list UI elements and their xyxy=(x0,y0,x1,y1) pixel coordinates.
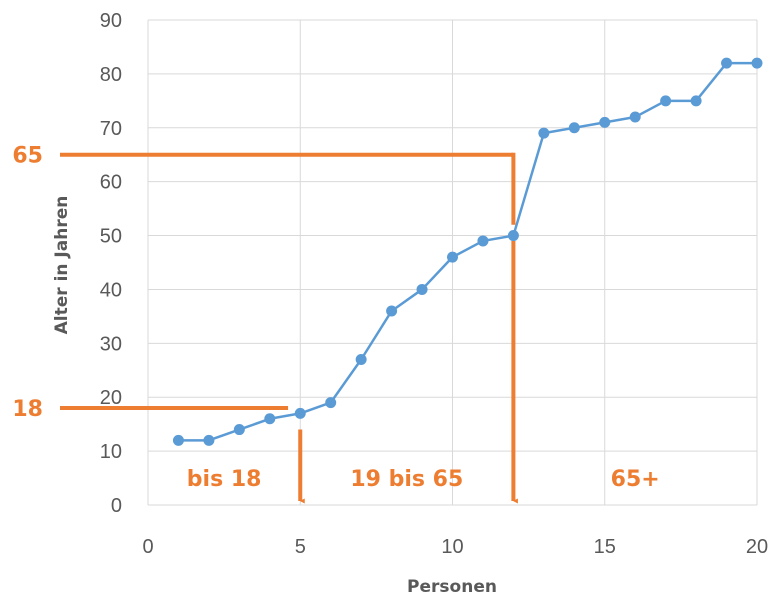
y-tick-label: 80 xyxy=(100,64,122,86)
series-line xyxy=(178,61,757,442)
data-point xyxy=(477,235,489,247)
x-tick-label: 20 xyxy=(746,536,768,558)
data-point xyxy=(751,57,763,69)
data-point xyxy=(264,413,276,425)
data-point xyxy=(325,397,337,409)
data-point xyxy=(172,434,184,446)
group-label: 19 bis 65 xyxy=(350,467,463,492)
data-point xyxy=(294,407,306,419)
y-tick-label: 90 xyxy=(100,10,122,32)
y-tick-label: 50 xyxy=(100,226,122,248)
data-point xyxy=(355,354,367,365)
data-point xyxy=(203,434,215,446)
y-tick-label: 70 xyxy=(100,118,122,140)
data-point xyxy=(690,95,702,107)
x-tick-label: 10 xyxy=(441,536,463,558)
y-tick-label: 60 xyxy=(100,172,122,194)
group-label: 65+ xyxy=(611,467,660,492)
y-tick-label: 40 xyxy=(100,279,122,301)
x-axis-title: Personen xyxy=(407,577,497,597)
data-point xyxy=(447,251,458,263)
y-tick-label: 0 xyxy=(111,495,122,517)
data-point xyxy=(233,424,245,436)
data-point xyxy=(599,116,611,128)
y-tick-label: 10 xyxy=(100,441,122,463)
x-tick-label: 15 xyxy=(594,536,616,558)
data-point xyxy=(538,127,550,139)
annotation-layer: 65 18 bis 18 19 bis 65 65+ xyxy=(12,144,660,504)
data-point xyxy=(660,95,672,107)
data-point xyxy=(721,57,733,69)
data-point xyxy=(416,283,428,295)
threshold-label: 65 xyxy=(12,144,43,169)
data-point xyxy=(507,230,519,242)
tick-labels: 0 10 20 30 40 50 60 70 80 90 0 5 10 15 20 xyxy=(100,10,768,558)
threshold-label: 18 xyxy=(12,397,43,422)
y-tick-label: 30 xyxy=(100,333,122,355)
group-label: bis 18 xyxy=(187,467,262,492)
data-point xyxy=(386,305,398,317)
data-point xyxy=(629,111,641,123)
x-tick-label: 0 xyxy=(142,536,153,558)
series-layer xyxy=(172,57,763,446)
x-tick-label: 5 xyxy=(295,536,306,558)
y-tick-label: 20 xyxy=(100,387,122,409)
y-axis-title: Alter in Jahren xyxy=(52,196,72,335)
data-point xyxy=(568,122,580,134)
